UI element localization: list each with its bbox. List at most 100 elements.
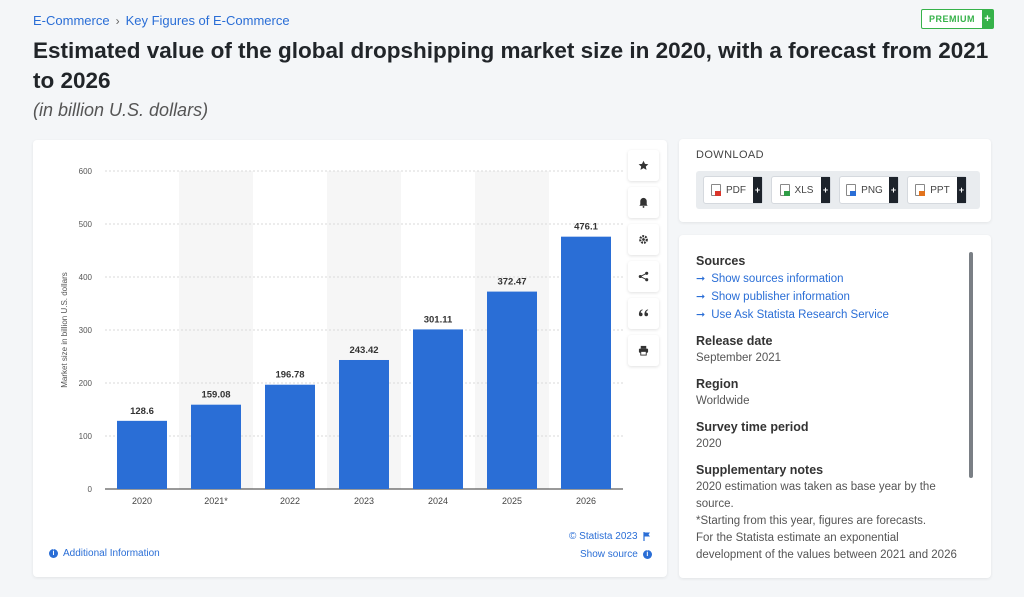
download-pdf-label: PDF xyxy=(726,184,746,196)
statista-credit[interactable]: © Statista 2023 xyxy=(569,531,651,542)
bar-chart: 0 100 200 300 400 500 600 128.6 2020 159.08 2021* 1… xyxy=(60,167,623,506)
show-publisher-link[interactable]: ➞ Show publisher information xyxy=(696,288,964,306)
pdf-file-icon xyxy=(711,184,721,196)
download-png-content: PNG xyxy=(840,177,889,203)
show-source-link[interactable]: Show source i xyxy=(580,549,652,560)
download-buttons: PDF + XLS + PNG + PPT + xyxy=(696,171,980,209)
quote-icon[interactable] xyxy=(628,298,659,329)
data-label: 476.1 xyxy=(574,222,598,233)
download-xls-label: XLS xyxy=(794,184,814,196)
download-png-label: PNG xyxy=(861,184,883,196)
bar xyxy=(117,420,167,489)
statistic-details-panel: Sources ➞ Show sources information ➞ Show … xyxy=(679,235,991,578)
show-source-label: Show source xyxy=(580,549,638,560)
credit-label: © Statista 2023 xyxy=(569,531,638,542)
y-tick-label: 200 xyxy=(79,379,93,388)
download-xls-button[interactable]: XLS + xyxy=(771,176,831,204)
bar xyxy=(265,384,315,489)
data-label: 159.08 xyxy=(201,390,230,401)
ask-statista-label: Use Ask Statista Research Service xyxy=(711,309,889,321)
ask-statista-link[interactable]: ➞ Use Ask Statista Research Service xyxy=(696,306,964,324)
info-icon: i xyxy=(49,549,58,558)
download-panel: DOWNLOAD PDF + XLS + PNG + xyxy=(679,139,991,222)
x-tick-label: 2020 xyxy=(132,496,152,506)
x-tick-label: 2026 xyxy=(576,496,596,506)
breadcrumb-link-key-figures[interactable]: Key Figures of E-Commerce xyxy=(125,13,290,28)
print-icon[interactable] xyxy=(628,335,659,366)
y-tick-label: 400 xyxy=(79,273,93,282)
arrow-right-icon: ➞ xyxy=(696,309,706,321)
arrow-right-icon: ➞ xyxy=(696,273,706,285)
flag-icon xyxy=(642,532,650,541)
bar xyxy=(487,291,537,489)
download-ppt-button[interactable]: PPT + xyxy=(907,176,967,204)
show-publisher-label: Show publisher information xyxy=(711,291,850,303)
breadcrumb-link-ecommerce[interactable]: E-Commerce xyxy=(33,13,110,28)
plus-icon: + xyxy=(957,177,966,203)
sources-heading: Sources xyxy=(696,254,746,268)
star-icon[interactable] xyxy=(628,150,659,181)
x-tick-label: 2023 xyxy=(354,496,374,506)
y-axis-title: Market size in billion U.S. dollars xyxy=(60,272,69,388)
plus-icon: + xyxy=(889,177,898,203)
gear-icon[interactable] xyxy=(628,224,659,255)
release-date-value: September 2021 xyxy=(696,352,782,364)
x-tick-label: 2025 xyxy=(502,496,522,506)
premium-label: PREMIUM xyxy=(929,14,975,24)
data-label: 301.11 xyxy=(424,314,453,325)
x-tick-label: 2022 xyxy=(280,496,300,506)
breadcrumb: E-Commerce › Key Figures of E-Commerce xyxy=(33,13,290,28)
bar xyxy=(413,329,463,489)
share-icon[interactable] xyxy=(628,261,659,292)
info-icon: i xyxy=(642,550,652,559)
release-date-heading: Release date xyxy=(696,334,773,348)
chart-toolbar xyxy=(628,150,659,366)
x-tick-label: 2024 xyxy=(428,496,448,506)
page-subtitle: (in billion U.S. dollars) xyxy=(33,100,209,120)
details-scrollbar[interactable] xyxy=(969,252,973,478)
additional-information-label: Additional Information xyxy=(63,548,160,559)
region-heading: Region xyxy=(696,377,739,391)
arrow-right-icon: ➞ xyxy=(696,291,706,303)
data-label: 372.47 xyxy=(497,277,526,288)
bar xyxy=(561,236,611,489)
plus-icon: + xyxy=(753,177,762,203)
premium-badge[interactable]: PREMIUM + xyxy=(921,9,994,29)
xls-file-icon xyxy=(779,184,790,196)
download-title: DOWNLOAD xyxy=(696,149,764,161)
region-value: Worldwide xyxy=(696,395,750,407)
supplementary-note: *Starting from this year, figures are fo… xyxy=(696,515,927,527)
ppt-file-icon xyxy=(915,184,926,196)
download-png-button[interactable]: PNG + xyxy=(839,176,899,204)
data-label: 196.78 xyxy=(275,370,304,381)
bell-icon[interactable] xyxy=(628,187,659,218)
details-content: Sources ➞ Show sources information ➞ Show … xyxy=(696,253,964,564)
y-tick-label: 600 xyxy=(79,167,93,176)
survey-period-heading: Survey time period xyxy=(696,420,809,434)
download-ppt-content: PPT xyxy=(908,177,957,203)
y-tick-label: 300 xyxy=(79,326,93,335)
plus-icon: + xyxy=(821,177,830,203)
chart-card: 0 100 200 300 400 500 600 128.6 2020 159.08 2021* 1… xyxy=(33,140,667,577)
plus-icon: + xyxy=(982,10,993,28)
data-label: 243.42 xyxy=(349,345,378,356)
download-pdf-content: PDF xyxy=(704,177,753,203)
survey-period-value: 2020 xyxy=(696,438,722,450)
supplementary-note: 2020 estimation was taken as base year b… xyxy=(696,481,936,510)
x-tick-label: 2021* xyxy=(204,496,228,506)
breadcrumb-separator: › xyxy=(115,13,120,28)
additional-information-link[interactable]: i Additional Information xyxy=(49,548,160,559)
download-ppt-label: PPT xyxy=(930,184,950,196)
y-tick-label: 0 xyxy=(88,485,93,494)
page-title: Estimated value of the global dropshippi… xyxy=(33,38,989,93)
y-tick-label: 100 xyxy=(79,432,93,441)
supplementary-note: For the Statista estimate an exponential… xyxy=(696,532,957,561)
png-file-icon xyxy=(846,184,857,196)
y-tick-label: 500 xyxy=(79,220,93,229)
bar xyxy=(339,359,389,489)
download-pdf-button[interactable]: PDF + xyxy=(703,176,763,204)
show-sources-label: Show sources information xyxy=(711,273,844,285)
show-sources-link[interactable]: ➞ Show sources information xyxy=(696,270,964,288)
data-label: 128.6 xyxy=(130,406,154,417)
supplementary-notes-heading: Supplementary notes xyxy=(696,463,824,477)
